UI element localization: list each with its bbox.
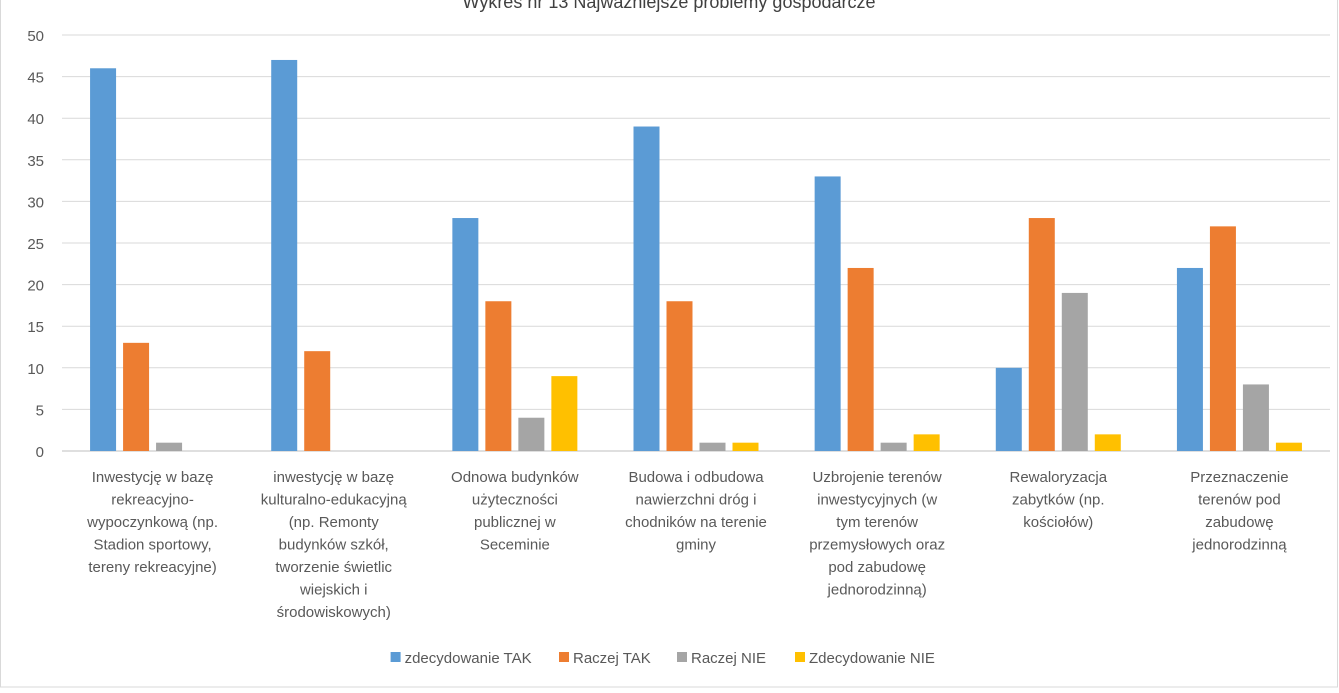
legend-label: zdecydowanie TAK (405, 650, 532, 667)
bar (913, 434, 940, 451)
x-category-label-line: tym terenów (836, 514, 918, 531)
x-category-label-line: tereny rekreacyjne) (88, 559, 216, 576)
y-tick-label: 40 (27, 111, 44, 128)
bar (156, 442, 183, 451)
x-category-label-line: Seceminie (480, 537, 550, 554)
x-category-label-line: tworzenie świetlic (275, 559, 392, 576)
y-axis-tick-labels: 0 5 10 15 20 25 30 35 40 45 50 (27, 28, 44, 461)
x-category-label: Rewaloryzacja zabytków (np. kościołów) (1010, 469, 1108, 531)
x-category-label-line: terenów pod (1198, 492, 1281, 509)
x-category-label: Odnowa budynków użyteczności publicznej w S… (451, 469, 579, 554)
x-category-label-line: środowiskowych) (277, 604, 391, 621)
legend: zdecydowanie TAK Raczej TAK Raczej NIE Zdec… (390, 650, 935, 667)
x-category-label-line: jednorodzinną (1191, 537, 1287, 554)
x-category-label-line: Przeznaczenie (1190, 469, 1288, 486)
x-category-label: Inwestycję w bazę rekreacyjno-wypoczynkow… (86, 469, 218, 576)
x-category-label-line: kościołów) (1023, 514, 1093, 531)
y-tick-label: 0 (36, 444, 44, 461)
x-category-label-line: zabudowę (1205, 514, 1273, 531)
x-category-label-line: inwestycję w bazę (273, 469, 394, 486)
legend-swatch (795, 652, 805, 662)
bar (814, 176, 841, 451)
bar (518, 417, 545, 451)
bar (666, 301, 693, 451)
legend-label: Raczej TAK (573, 650, 651, 667)
x-category-label-line: Stadion sportowy, (94, 537, 212, 554)
y-tick-label: 35 (27, 153, 44, 170)
x-category-label-line: rekreacyjno- (111, 492, 194, 509)
bar (452, 218, 479, 451)
x-category-label-line: (np. Remonty (289, 514, 380, 531)
x-category-label-line: Odnowa budynków (451, 469, 579, 486)
legend-swatch (677, 652, 687, 662)
x-category-label-line: użyteczności (472, 492, 558, 509)
bars (90, 59, 1302, 452)
x-category-label: inwestycję w bazę kulturalno-edukacyjną (n… (261, 469, 408, 621)
x-category-label-line: zabytków (np. (1012, 492, 1105, 509)
bar (995, 367, 1022, 451)
x-category-label-line: chodników na terenie (625, 514, 767, 531)
bar (1275, 442, 1302, 451)
x-category-label-line: pod zabudowę (828, 559, 926, 576)
x-category-label-line: gminy (676, 537, 717, 554)
bar (1176, 267, 1203, 451)
x-category-label-line: nawierzchni dróg i (636, 492, 757, 509)
x-category-label-line: Budowa i odbudowa (628, 469, 764, 486)
x-category-label-line: inwestycyjnych (w (817, 492, 937, 509)
x-category-label: Przeznaczenie terenów pod zabudowę jednorod… (1190, 469, 1288, 554)
chart-title: Wykres nr 13 Najważniejsze problemy gosp… (462, 0, 875, 12)
bar (123, 342, 150, 451)
y-tick-label: 15 (27, 319, 44, 336)
x-category-label-line: publicznej w (474, 514, 556, 531)
x-category-label-line: jednorodzinną) (827, 582, 927, 599)
x-category-label-line: kulturalno-edukacyjną (261, 492, 408, 509)
bar (90, 68, 117, 451)
x-category-label-line: budynków szkół, (279, 537, 389, 554)
legend-swatch (390, 652, 401, 662)
bar (880, 442, 907, 451)
bar (732, 442, 759, 451)
legend-label: Zdecydowanie NIE (809, 650, 935, 667)
legend-label: Raczej NIE (691, 650, 766, 667)
y-tick-label: 45 (27, 70, 44, 87)
x-category-label: Budowa i odbudowa nawierzchni dróg i chodn… (625, 469, 767, 554)
x-category-label: Uzbrojenie terenów inwestycyjnych (w tym t… (809, 469, 945, 599)
bar (1061, 292, 1088, 451)
x-category-label-line: Rewaloryzacja (1010, 469, 1108, 486)
x-category-label-line: Inwestycję w bazę (92, 469, 214, 486)
y-tick-label: 50 (27, 28, 44, 45)
y-tick-label: 25 (27, 236, 44, 253)
x-category-label-line: przemysłowych oraz (809, 537, 945, 554)
y-tick-label: 5 (36, 402, 44, 419)
bar (1242, 384, 1269, 451)
y-tick-label: 20 (27, 278, 44, 295)
legend-swatch (559, 652, 569, 662)
bar (271, 59, 298, 452)
x-category-label-line: Uzbrojenie terenów (813, 469, 942, 486)
y-tick-label: 30 (27, 194, 44, 211)
y-tick-label: 10 (27, 361, 44, 378)
bar (633, 126, 660, 452)
bar (1209, 226, 1236, 451)
bar (485, 301, 512, 451)
bar (699, 442, 726, 451)
x-category-label-line: wiejskich i (299, 582, 368, 599)
bar (304, 351, 331, 451)
x-category-label-line: wypoczynkową (np. (86, 514, 218, 531)
x-axis-category-labels: Inwestycję w bazę rekreacyjno-wypoczynkow… (86, 469, 1289, 621)
bar (1094, 434, 1121, 451)
bar (551, 376, 578, 451)
bar (1028, 218, 1055, 451)
bar (847, 267, 874, 451)
